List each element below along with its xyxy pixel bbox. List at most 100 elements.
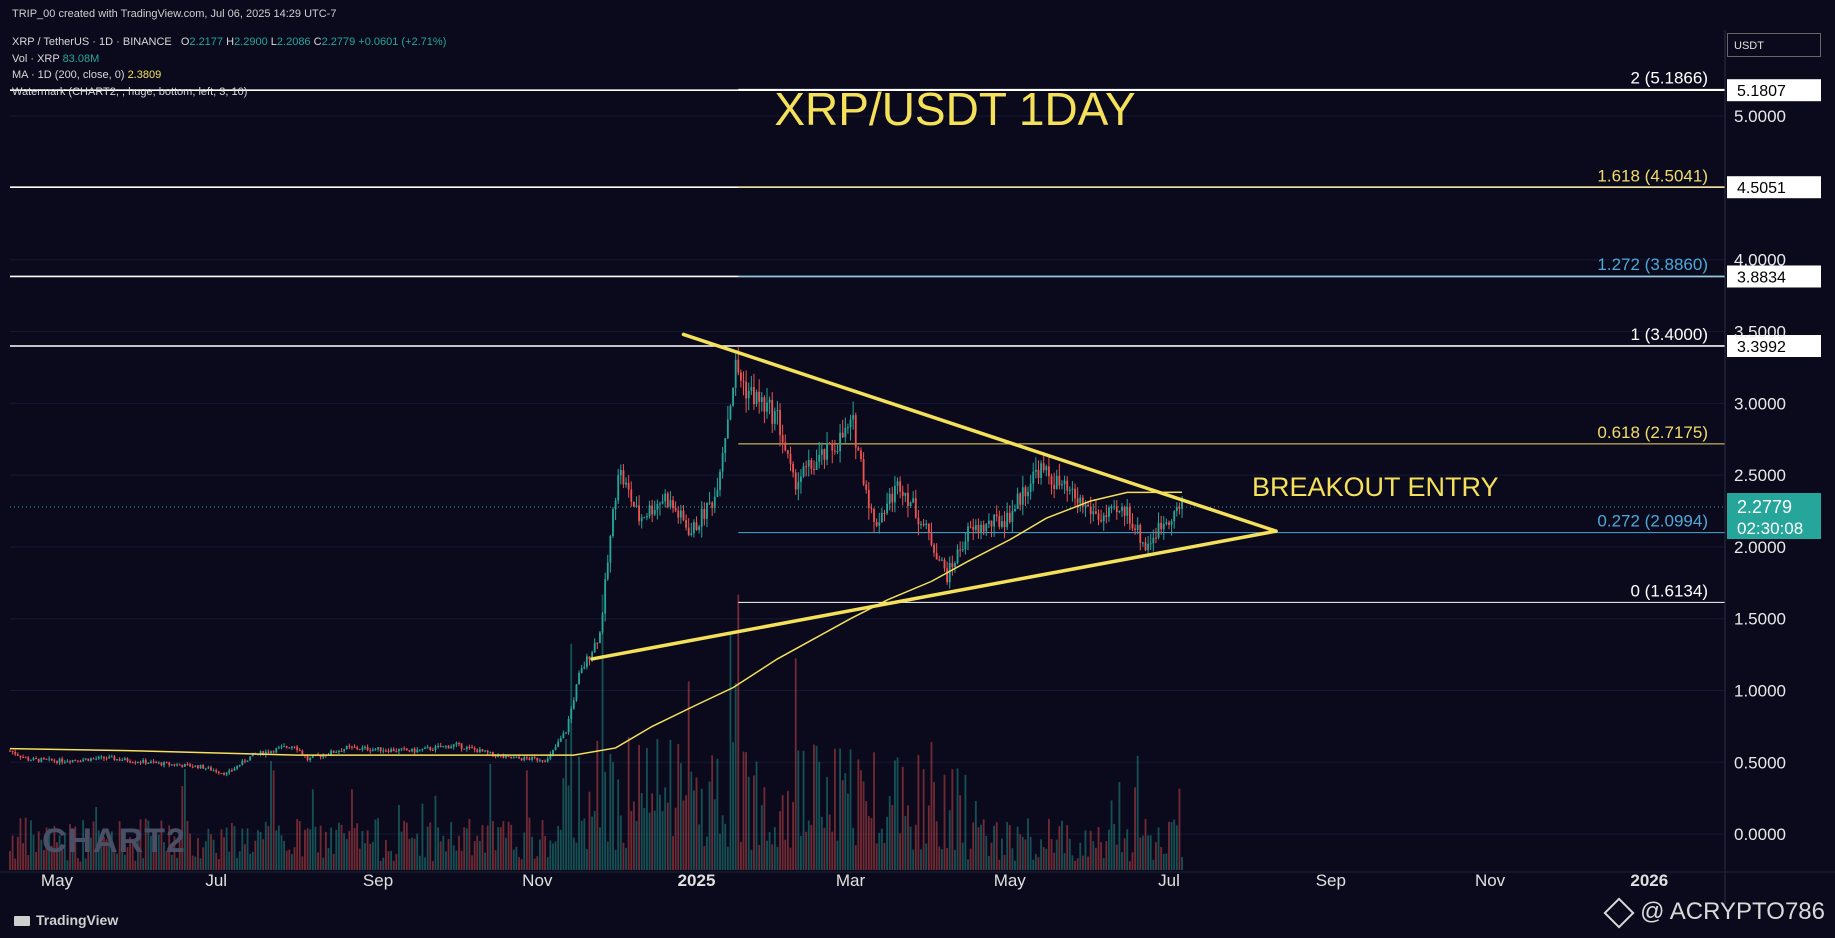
- candle-body-429: [1128, 507, 1131, 524]
- candle-body-425: [1118, 510, 1121, 513]
- candle-body-309: [815, 461, 818, 470]
- volume-bar-387: [1019, 834, 1022, 870]
- volume-bar-296: [781, 795, 784, 870]
- candle-body-48: [134, 762, 137, 764]
- candle-body-420: [1105, 515, 1108, 517]
- volume-bar-225: [596, 741, 599, 870]
- volume-bar-413: [1087, 856, 1089, 870]
- candle-body-199: [528, 758, 531, 760]
- candle-body-207: [549, 754, 552, 759]
- candle-body-306: [807, 460, 810, 467]
- volume-bar-142: [379, 860, 382, 870]
- watermark-legend[interactable]: Watermark (CHART2, , huge, bottom, left,…: [12, 86, 247, 98]
- volume-bar-65: [178, 834, 181, 870]
- volume-bar-348: [917, 754, 920, 870]
- candle-body-330: [870, 508, 873, 510]
- volume-bar-132: [353, 828, 356, 870]
- candle-body-126: [337, 750, 340, 753]
- ma-legend[interactable]: MA · 1D (200, close, 0) 2.3809: [12, 69, 161, 81]
- candle-body-359: [946, 568, 949, 583]
- candle-body-268: [708, 502, 711, 504]
- volume-bar-443: [1165, 853, 1168, 870]
- volume-bar-384: [1011, 848, 1014, 870]
- volume-bar-144: [384, 840, 387, 870]
- volume-bar-255: [674, 807, 677, 870]
- candle-body-413: [1087, 504, 1089, 507]
- level-tag-2: 3.8834: [1737, 269, 1786, 286]
- volume-bar-38: [108, 845, 111, 870]
- volume-bar-245: [648, 812, 651, 870]
- level-tag-1: 4.5051: [1737, 180, 1786, 197]
- volume-bar-76: [207, 828, 210, 870]
- candle-body-373: [982, 524, 985, 532]
- candle-body-7: [27, 757, 30, 761]
- ohlc-high-label: H: [226, 36, 235, 48]
- volume-bar-278: [734, 682, 737, 870]
- tradingview-logo[interactable]: TradingView: [14, 912, 118, 928]
- volume-bar-47: [131, 844, 134, 870]
- volume-bar-224: [593, 810, 596, 870]
- vol-label: Vol · XRP: [12, 53, 60, 65]
- y-tick-label-9: 5.0000: [1734, 107, 1786, 126]
- volume-bar-337: [888, 796, 891, 870]
- candle-body-1: [11, 750, 14, 753]
- candle-body-133: [356, 747, 359, 750]
- volume-bar-248: [656, 738, 659, 870]
- volume-bar-259: [685, 795, 687, 870]
- volume-bar-155: [413, 838, 416, 870]
- volume-bar-286: [755, 761, 758, 870]
- candle-body-221: [585, 656, 588, 668]
- volume-bar-193: [512, 849, 515, 870]
- candle-body-185: [492, 751, 494, 755]
- volume-bar-174: [463, 827, 466, 870]
- candle-body-281: [742, 380, 745, 382]
- trend-layer: [590, 332, 1278, 661]
- candle-body-58: [160, 762, 163, 766]
- volume-bar-400: [1053, 852, 1056, 870]
- candle-body-47: [131, 762, 134, 764]
- volume-bar-27: [79, 861, 82, 870]
- candle-body-408: [1074, 488, 1076, 499]
- candle-body-438: [1152, 537, 1155, 544]
- y-tick-label-6: 3.0000: [1734, 394, 1786, 413]
- volume-bar-364: [959, 795, 962, 870]
- volume-bar-195: [518, 857, 520, 870]
- candle-body-78: [212, 770, 215, 772]
- volume-bar-310: [818, 761, 821, 870]
- candle-body-202: [536, 757, 539, 761]
- volume-bar-276: [729, 633, 732, 870]
- candle-body-0: [9, 750, 11, 752]
- volume-bar-168: [447, 839, 450, 870]
- volume-bar-191: [507, 821, 510, 870]
- currency-selector[interactable]: USDT: [1727, 33, 1821, 57]
- volume-legend[interactable]: Vol · XRP 83.08M: [12, 53, 99, 65]
- volume-bar-417: [1097, 827, 1100, 870]
- fib-label-0: 2 (5.1866): [1631, 68, 1709, 87]
- candle-body-340: [896, 481, 899, 486]
- candle-body-360: [948, 563, 951, 583]
- symbol-legend[interactable]: XRP / TetherUS · 1D · BINANCE O2.2177 H2…: [12, 36, 446, 48]
- candle-body-230: [609, 535, 612, 563]
- x-tick-label-2: Sep: [363, 871, 393, 890]
- volume-bar-346: [912, 849, 915, 870]
- candle-body-440: [1157, 522, 1160, 538]
- candle-body-159: [424, 747, 426, 749]
- candle-body-350: [922, 524, 925, 526]
- candle-body-282: [745, 381, 748, 399]
- candle-body-447: [1175, 507, 1178, 512]
- ma-label: MA · 1D (200, close, 0): [12, 69, 125, 81]
- volume-bar-42: [118, 821, 121, 870]
- volume-bar-198: [525, 770, 528, 870]
- candle-body-75: [204, 768, 207, 770]
- volume-bar-243: [643, 807, 646, 870]
- volume-bar-240: [635, 820, 638, 870]
- candle-body-320: [844, 427, 847, 438]
- candle-body-205: [544, 760, 547, 762]
- candle-body-383: [1008, 512, 1011, 522]
- candle-body-361: [951, 563, 954, 568]
- candle-body-304: [802, 466, 805, 477]
- candle-body-173: [460, 743, 463, 749]
- candle-body-319: [841, 432, 844, 438]
- candle-body-30: [87, 758, 90, 761]
